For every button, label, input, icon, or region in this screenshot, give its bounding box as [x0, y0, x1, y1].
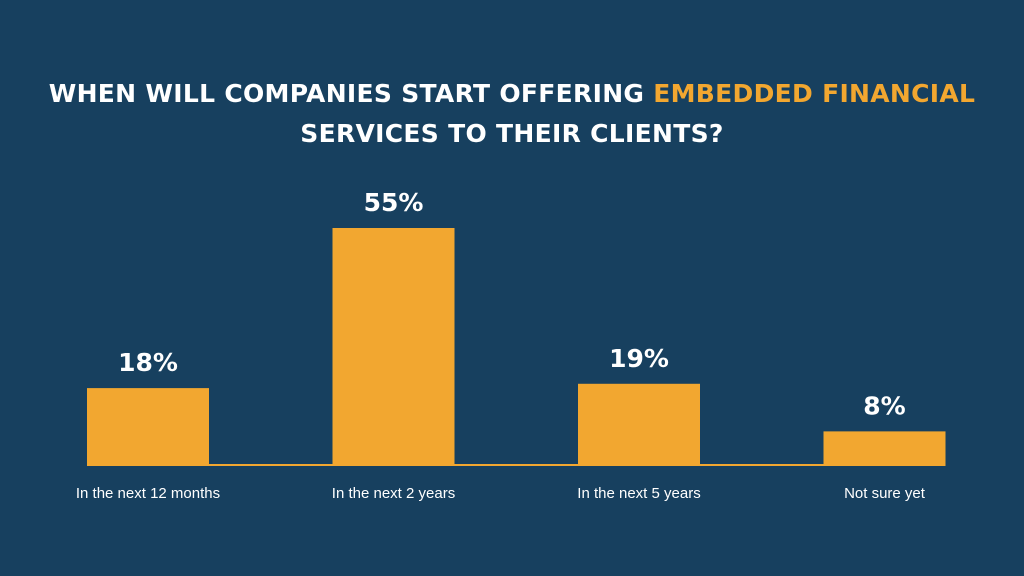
- bar-1: [87, 388, 209, 466]
- category-label: In the next 5 years: [577, 485, 700, 502]
- bar-4: [823, 431, 946, 466]
- chart-title-highlight: EMBEDDED FINANCIAL: [653, 79, 976, 108]
- bar-value-label: 55%: [364, 188, 424, 217]
- chart-title-line2: SERVICES TO THEIR CLIENTS?: [300, 119, 724, 148]
- bar-value-label: 18%: [118, 348, 178, 377]
- category-label: Not sure yet: [844, 485, 926, 502]
- bar-value-label: 19%: [609, 344, 669, 373]
- chart-title: WHEN WILL COMPANIES START OFFERING EMBED…: [0, 74, 1024, 154]
- chart-title-plain: WHEN WILL COMPANIES START OFFERING: [48, 79, 654, 108]
- category-label: In the next 2 years: [332, 485, 455, 502]
- bar-value-label: 8%: [863, 391, 905, 420]
- bar-3: [578, 383, 700, 466]
- bar-2: [332, 228, 455, 466]
- category-label: In the next 12 months: [76, 485, 220, 502]
